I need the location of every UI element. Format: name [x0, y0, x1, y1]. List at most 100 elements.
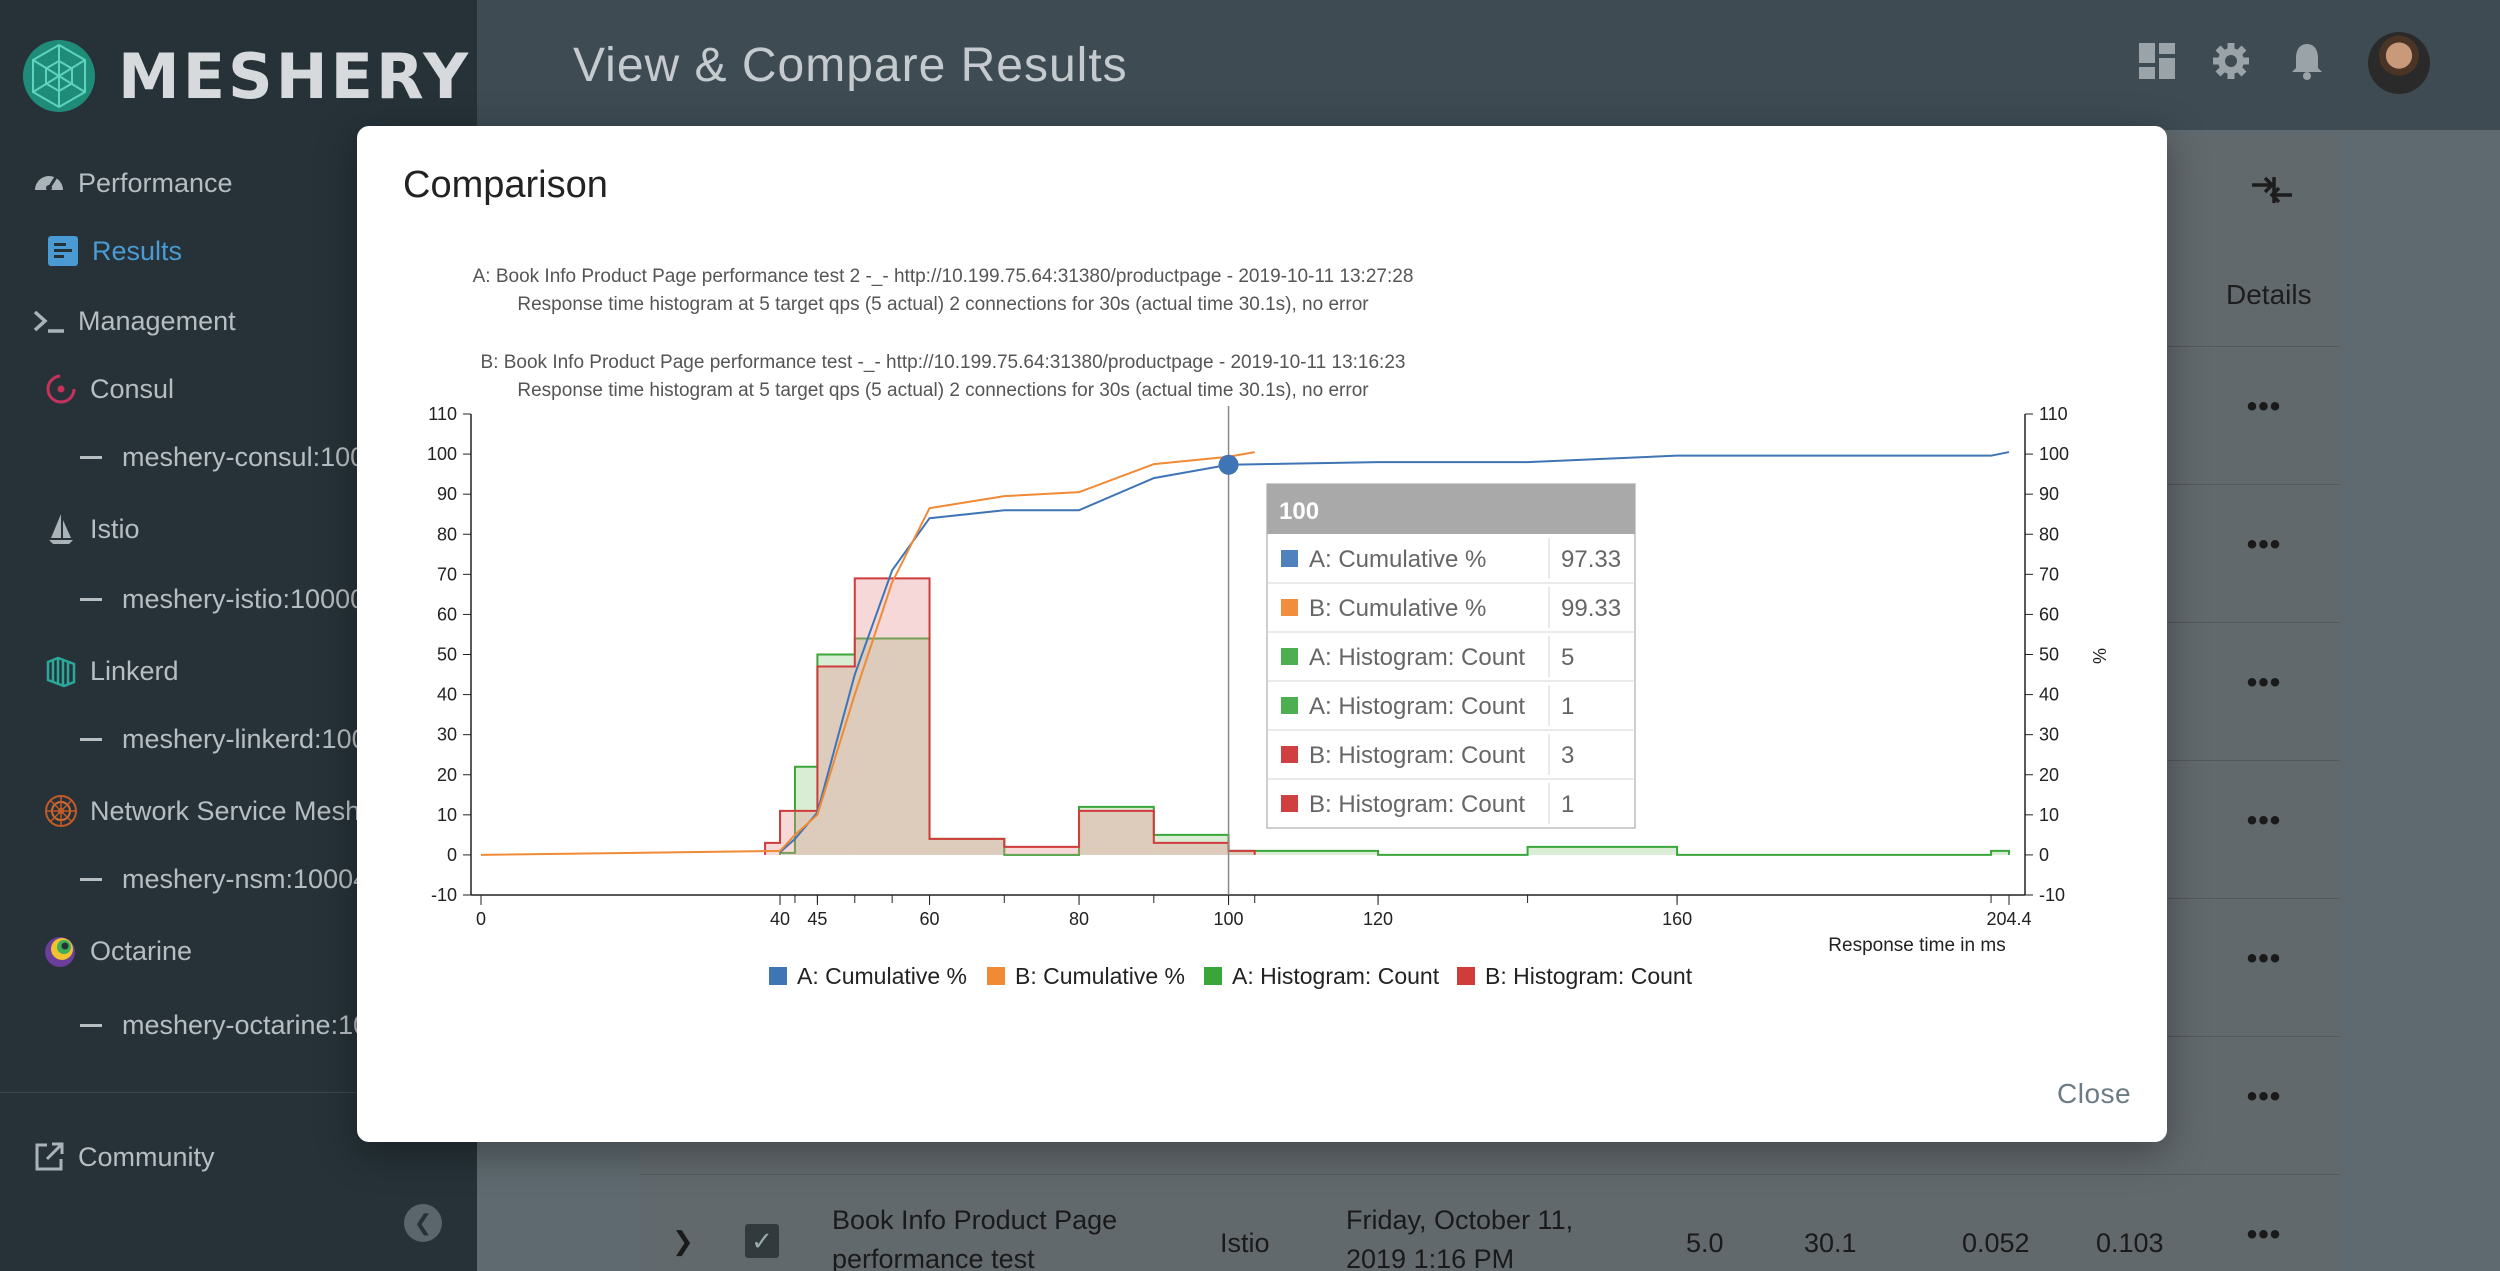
terminal-icon: [30, 302, 68, 340]
row-more-button[interactable]: •••: [2246, 1218, 2282, 1251]
sidebar-item-octarine[interactable]: Octarine: [42, 932, 192, 970]
dialog-title: Comparison: [403, 164, 608, 206]
row-more-button[interactable]: •••: [2246, 1080, 2282, 1113]
histogram-bar: [929, 838, 1005, 855]
user-avatar[interactable]: [2368, 32, 2430, 94]
tooltip-swatch: [1281, 795, 1298, 812]
meshery-logo-icon: [23, 40, 95, 112]
histogram-bar: [1153, 842, 1229, 855]
tooltip-row-label: B: Cumulative %: [1309, 595, 1486, 622]
sidebar-subitem-meshery-linkerd[interactable]: meshery-linkerd:10001: [80, 724, 397, 755]
chart-subtitle-a-1: A: Book Info Product Page performance te…: [473, 266, 1414, 287]
y2-tick-label: 70: [2039, 564, 2059, 584]
row-checkbox[interactable]: ✓: [745, 1224, 779, 1258]
y-tick-label: 40: [437, 685, 457, 705]
tooltip-swatch: [1281, 599, 1298, 616]
compare-button[interactable]: [2206, 135, 2338, 245]
sidebar-item-label: meshery-linkerd:10001: [122, 724, 397, 754]
tooltip-row-value: 5: [1561, 644, 1574, 671]
histogram-bar: [1153, 834, 1229, 855]
tooltip-row-label: B: Histogram: Count: [1309, 791, 1525, 818]
y2-tick-label: 40: [2039, 685, 2059, 705]
tooltip-header: 100: [1279, 498, 1319, 525]
octarine-icon: [42, 932, 80, 970]
sidebar-item-network-service-mesh[interactable]: Network Service Mesh: [42, 792, 360, 830]
dash-icon: [80, 738, 102, 741]
legend-label: A: Histogram: Count: [1232, 963, 1440, 989]
histogram-bar: [1228, 850, 1255, 855]
sidebar-item-label: Results: [92, 235, 183, 266]
expand-row-icon[interactable]: ❯: [672, 1226, 694, 1256]
row-more-button[interactable]: •••: [2246, 942, 2282, 975]
legend-swatch: [987, 967, 1005, 985]
meshery-logo[interactable]: MESHERY: [22, 36, 471, 116]
y-tick-label: 80: [437, 524, 457, 544]
legend-label: B: Cumulative %: [1015, 963, 1185, 989]
sidebar-item-linkerd[interactable]: Linkerd: [42, 652, 179, 690]
histogram-bar: [1527, 846, 1678, 855]
tooltip-swatch: [1281, 550, 1298, 567]
sidebar-item-label: meshery-nsm:10004: [122, 864, 369, 894]
y-tick-label: 0: [447, 845, 457, 865]
row-more-button[interactable]: •••: [2246, 804, 2282, 837]
sidebar-item-istio[interactable]: Istio: [42, 510, 140, 548]
y2-tick-label: 80: [2039, 524, 2059, 544]
results-icon: [44, 232, 82, 270]
sidebar-item-community[interactable]: Community: [30, 1138, 215, 1176]
y2-tick-label: 100: [2039, 444, 2069, 464]
y-tick-label: 70: [437, 564, 457, 584]
sidebar-item-management[interactable]: Management: [30, 302, 236, 340]
row-more-button[interactable]: •••: [2246, 528, 2282, 561]
tooltip-row-label: B: Histogram: Count: [1309, 742, 1525, 769]
y2-axis-label: %: [2089, 648, 2109, 664]
histogram-bar: [854, 578, 930, 855]
y-tick-label: 60: [437, 604, 457, 624]
legend-label: B: Histogram: Count: [1485, 963, 1693, 989]
sidebar-item-consul[interactable]: Consul: [42, 370, 174, 408]
row-date-line1: Friday, October 11,: [1346, 1205, 1574, 1235]
sidebar-item-label: Management: [78, 305, 236, 336]
sidebar-item-performance[interactable]: Performance: [30, 164, 233, 202]
app-header: View & Compare Results: [477, 0, 2500, 130]
y2-tick-label: 60: [2039, 604, 2059, 624]
histogram-bar: [854, 638, 930, 855]
dash-icon: [80, 878, 102, 881]
comparison-chart: A: Book Info Product Page performance te…: [427, 266, 2109, 989]
legend-label: A: Cumulative %: [797, 963, 967, 989]
row-p50: 0.052: [1962, 1228, 2030, 1258]
y-tick-label: 30: [437, 725, 457, 745]
histogram-bar: [1991, 850, 2009, 855]
row-more-button[interactable]: •••: [2246, 390, 2282, 423]
tooltip-row-label: A: Histogram: Count: [1309, 693, 1525, 720]
legend-swatch: [1204, 967, 1222, 985]
sidebar-subitem-meshery-consul[interactable]: meshery-consul:10002: [80, 442, 395, 473]
row-p99: 0.103: [2096, 1228, 2164, 1258]
notifications-bell-icon[interactable]: [2286, 40, 2328, 82]
y2-tick-label: 20: [2039, 765, 2059, 785]
collapse-sidebar-button[interactable]: ❮: [404, 1204, 442, 1242]
sidebar-item-label: Octarine: [90, 935, 193, 966]
x-tick-label: 80: [1069, 909, 1089, 929]
chart-subtitle-a-2: Response time histogram at 5 target qps …: [517, 294, 1369, 315]
row-mesh: Istio: [1220, 1228, 1270, 1258]
tooltip-row-label: A: Histogram: Count: [1309, 644, 1525, 671]
close-button[interactable]: Close: [2057, 1078, 2132, 1109]
row-duration: 30.1: [1804, 1228, 1857, 1258]
sidebar-subitem-meshery-istio[interactable]: meshery-istio:10000: [80, 584, 365, 615]
dashboard-icon[interactable]: [2136, 40, 2178, 82]
sidebar-item-results[interactable]: Results: [44, 232, 182, 270]
hover-tooltip: 100 A: Cumulative % 97.33 B: Cumulative % 99…: [1266, 483, 1636, 829]
y-tick-label: -10: [431, 885, 457, 905]
row-more-button[interactable]: •••: [2246, 666, 2282, 699]
sidebar-subitem-meshery-nsm[interactable]: meshery-nsm:10004: [80, 864, 368, 895]
y-tick-label: 100: [427, 444, 457, 464]
legend-swatch: [769, 967, 787, 985]
chart-subtitle-b-1: B: Book Info Product Page performance te…: [481, 352, 1406, 373]
y2-tick-label: 50: [2039, 645, 2059, 665]
tooltip-swatch: [1281, 746, 1298, 763]
y2-tick-label: 0: [2039, 845, 2049, 865]
y2-tick-label: 110: [2039, 404, 2068, 424]
y-tick-label: 50: [437, 645, 457, 665]
settings-gear-icon[interactable]: [2210, 40, 2252, 82]
comparison-dialog: Comparison A: Book Info Product Page per…: [357, 126, 2167, 1142]
